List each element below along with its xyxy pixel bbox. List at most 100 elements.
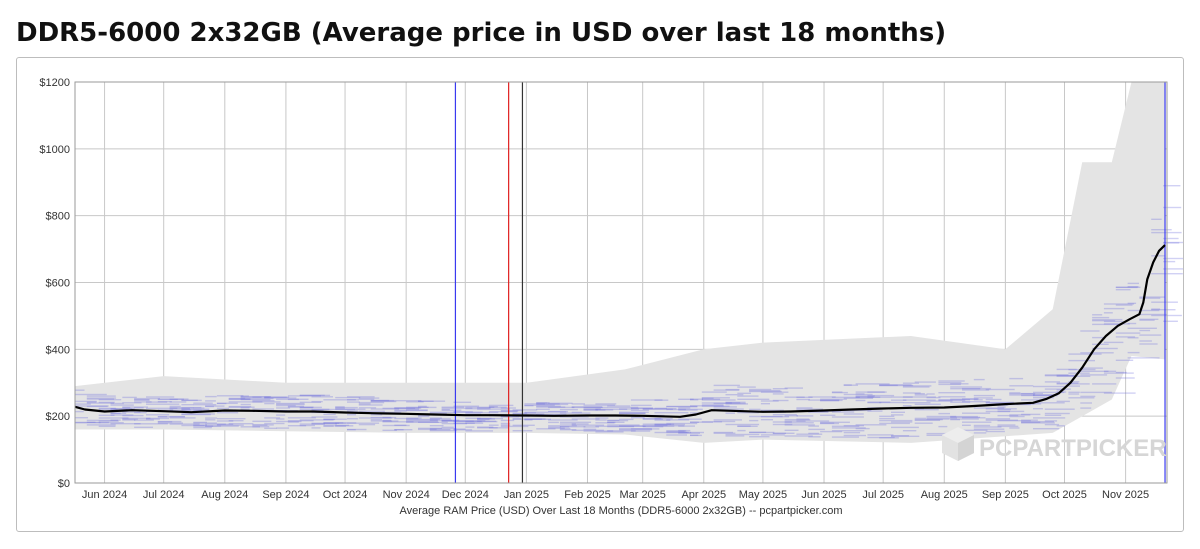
listing-bar <box>902 386 930 388</box>
y-tick-label: $800 <box>46 211 70 223</box>
listing-bar <box>690 421 713 423</box>
listing-bar <box>193 407 205 409</box>
listing-bar <box>583 409 598 411</box>
listing-bar <box>205 425 214 427</box>
listing-bar <box>879 401 904 404</box>
listing-bar <box>216 423 234 425</box>
listing-bar <box>1033 408 1043 410</box>
listing-bar <box>725 388 740 391</box>
listing-bar <box>98 407 116 410</box>
listing-bar <box>157 398 178 401</box>
listing-bar <box>1127 327 1157 329</box>
listing-bar <box>335 406 345 408</box>
listing-bar <box>891 435 920 437</box>
listing-bar <box>997 408 1011 411</box>
listing-bar <box>867 401 891 403</box>
listing-bar <box>75 417 88 419</box>
listing-bar <box>370 399 395 402</box>
listing-bar <box>311 427 321 429</box>
listing-bar <box>512 424 535 426</box>
listing-bar <box>228 398 250 400</box>
listing-bar <box>122 418 138 420</box>
listing-bar <box>181 407 194 409</box>
listing-bar <box>985 419 1018 421</box>
listing-bar <box>1044 381 1060 383</box>
x-tick-label: Sep 2024 <box>262 489 309 501</box>
listing-bar <box>595 431 624 433</box>
listing-bar <box>536 408 550 410</box>
listing-bar <box>1103 370 1117 372</box>
listing-bar <box>559 426 586 428</box>
listing-bar <box>654 399 669 401</box>
listing-bar <box>1127 309 1160 312</box>
listing-bar <box>146 417 169 420</box>
listing-bar <box>264 417 281 419</box>
listing-bar <box>867 436 895 439</box>
listing-bar <box>1044 414 1062 416</box>
listing-bar <box>347 401 360 403</box>
listing-bar <box>1068 393 1080 395</box>
listing-bar <box>488 406 498 408</box>
listing-bar <box>370 400 397 403</box>
price-band-area <box>75 82 1165 443</box>
listing-bar <box>276 403 305 406</box>
listing-bar <box>287 421 299 423</box>
listing-bar <box>973 426 1002 428</box>
listing-bar <box>808 411 829 413</box>
listing-bar <box>216 407 229 410</box>
listing-bar <box>193 426 212 429</box>
listing-bar <box>394 417 419 420</box>
listing-bar <box>583 409 614 411</box>
listing-bar <box>500 410 519 412</box>
listing-bar <box>488 411 518 413</box>
listing-bar <box>713 406 737 408</box>
listing-bar <box>75 421 101 424</box>
listing-bar <box>524 404 555 406</box>
listing-bar <box>654 423 675 425</box>
listing-bar <box>347 399 359 401</box>
listing-bar <box>548 402 573 404</box>
listing-bar <box>429 427 457 430</box>
listing-bar <box>1151 231 1182 234</box>
listing-bar <box>347 414 356 416</box>
listing-bar <box>1021 421 1041 423</box>
listing-bar <box>950 383 969 385</box>
listing-bar <box>1021 394 1053 397</box>
listing-bar <box>548 419 578 421</box>
listing-bar <box>240 396 262 398</box>
listing-bar <box>276 418 285 420</box>
listing-bar <box>276 420 302 423</box>
listing-bar <box>394 424 407 426</box>
listing-bar <box>831 391 848 394</box>
listing-bar <box>678 425 695 427</box>
listing-bar <box>406 419 438 421</box>
listing-bar <box>962 417 986 419</box>
listing-bar <box>358 410 385 412</box>
listing-bar <box>737 411 759 414</box>
listing-bar <box>737 392 751 394</box>
listing-bar <box>465 422 484 424</box>
listing-bar <box>382 416 391 419</box>
listing-bar <box>441 420 454 422</box>
listing-bar <box>1009 385 1034 387</box>
listing-bar <box>891 421 913 423</box>
listing-bar <box>548 410 568 413</box>
listing-bar <box>571 424 605 426</box>
listing-bar <box>713 420 736 423</box>
listing-bar <box>583 426 599 428</box>
listing-bar <box>146 403 180 405</box>
listing-bar <box>311 396 333 398</box>
x-tick-label: Oct 2025 <box>1042 489 1087 501</box>
listing-bar <box>228 401 263 403</box>
listing-bar <box>666 405 698 408</box>
listing-bar <box>1151 229 1172 231</box>
listing-bar <box>1021 422 1055 424</box>
listing-bar <box>938 381 962 384</box>
listing-bar <box>713 408 744 410</box>
listing-bar <box>276 427 290 429</box>
listing-bar <box>571 406 603 408</box>
listing-bar <box>867 410 883 412</box>
listing-bar <box>181 399 202 402</box>
listing-bar <box>205 419 216 421</box>
listing-bar <box>358 417 393 419</box>
